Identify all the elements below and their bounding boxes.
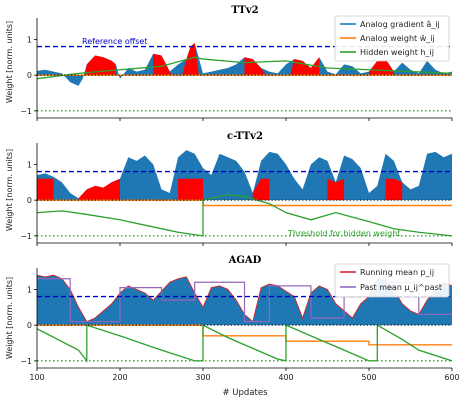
threshold-label: Threshold for hidden weight [287, 229, 400, 238]
plot-area: −1 0 1 [20, 18, 453, 121]
panel-title: c-TTv2 [227, 131, 263, 142]
y-axis-label-ttv2: Weight [norm. units] [5, 21, 14, 103]
y-tick-label: −1 [20, 107, 32, 116]
panel-title: TTv2 [231, 5, 258, 16]
series-line-1 [37, 199, 452, 207]
y-tick-label: −1 [20, 357, 32, 366]
x-tick-label: 300 [195, 373, 210, 382]
panel-ttv2: TTv2 −1 0 1 Reference offset Analog gradie… [20, 5, 453, 121]
y-tick-label: 0 [27, 321, 32, 330]
gradient-area [37, 150, 452, 201]
legend: Running mean p_ij Past mean μ_ij^past [334, 263, 450, 298]
y-tick-label: 1 [27, 35, 32, 44]
x-tick-label: 100 [29, 373, 44, 382]
x-axis-label: # Updates [222, 388, 268, 398]
legend-box [334, 15, 450, 62]
positive-fill-area [385, 178, 403, 201]
x-tick-label: 600 [444, 373, 459, 382]
legend-gradient-label: Analog gradient â_ij [360, 20, 440, 29]
y-tick-label: 0 [27, 196, 32, 205]
plot-clip [37, 150, 452, 237]
legend: Analog gradient â_ij Analog weight w̆_ij… [334, 15, 450, 62]
positive-fill-area [369, 59, 394, 76]
positive-fill-area [153, 53, 172, 76]
y-tick-label: 0 [27, 71, 32, 80]
x-tick-label: 200 [112, 373, 127, 382]
positive-fill-area [327, 178, 345, 201]
series-line-2 [37, 194, 452, 237]
positive-fill-area [290, 57, 320, 76]
positive-fill-area [78, 178, 120, 201]
positive-fill-area [178, 178, 203, 201]
legend-hidden-label: Hidden weight h_ij [360, 48, 434, 57]
series-line-4 [37, 324, 452, 363]
legend-box [334, 263, 450, 298]
legend-past-mean-label: Past mean μ_ij^past [360, 283, 442, 292]
panel-agad: AGAD −1 0 1 100 200 300 400 500 600 Running mean… [20, 255, 459, 382]
y-tick-label: 1 [27, 285, 32, 294]
x-tick-label: 500 [361, 373, 376, 382]
series-line-3 [37, 324, 452, 346]
legend-analog-weight-label: Analog weight w̆_ij [360, 33, 435, 43]
positive-fill-area [244, 57, 266, 76]
gradient-area [37, 275, 452, 326]
panel-title: AGAD [228, 255, 262, 266]
y-tick-label: −1 [20, 232, 32, 241]
reference-offset-label: Reference offset [82, 37, 147, 46]
plot-area: −1 0 1 [20, 143, 453, 246]
y-tick-label: 1 [27, 160, 32, 169]
positive-fill-area [252, 178, 270, 201]
y-axis-label-c-ttv2: Weight [norm. units] [5, 149, 14, 231]
panel-c-ttv2: c-TTv2 −1 0 1 Threshold for hidden weight [20, 131, 453, 246]
legend-running-mean-label: Running mean p_ij [360, 268, 434, 277]
plot-area: −1 0 1 100 200 300 400 500 600 [20, 268, 460, 382]
y-axis-label-agad: Weight [norm. units] [5, 277, 14, 359]
x-tick-label: 400 [278, 373, 293, 382]
series-line-2 [37, 56, 452, 80]
positive-fill-area [37, 178, 54, 201]
